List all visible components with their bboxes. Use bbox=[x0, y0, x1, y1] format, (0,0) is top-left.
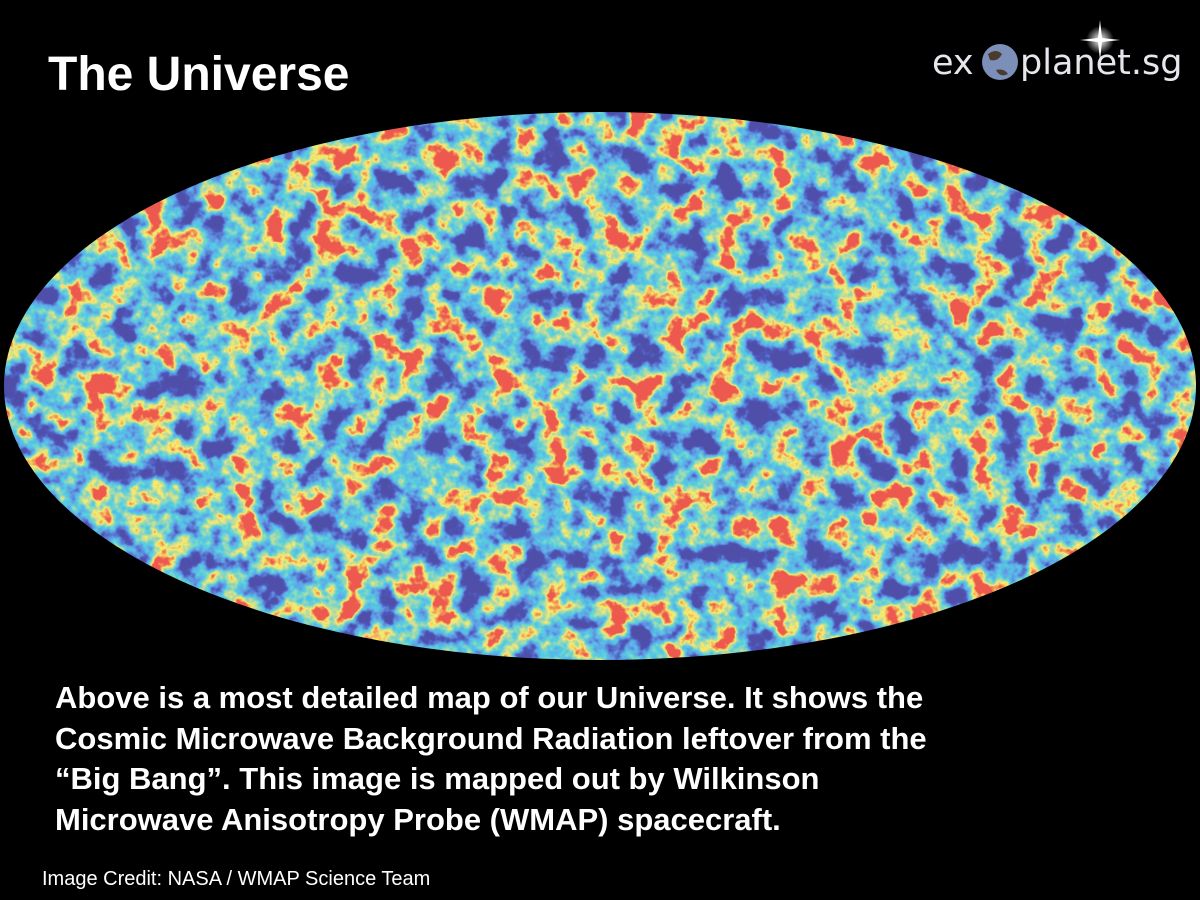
logo-prefix: ex bbox=[932, 43, 974, 83]
description-line: Cosmic Microwave Background Radiation le… bbox=[55, 721, 927, 756]
cmb-map bbox=[4, 112, 1196, 660]
logo: ex planet.sg bbox=[932, 20, 1182, 83]
image-credit: Image Credit: NASA / WMAP Science Team bbox=[42, 868, 430, 890]
description-line: “Big Bang”. This image is mapped out by … bbox=[55, 761, 819, 796]
logo-planet bbox=[982, 44, 1018, 80]
description-line: Above is a most detailed map of our Univ… bbox=[55, 680, 923, 715]
cmb-texture bbox=[4, 112, 1196, 660]
description: Above is a most detailed map of our Univ… bbox=[55, 680, 927, 837]
description-line: Microwave Anisotropy Probe (WMAP) spacec… bbox=[55, 802, 781, 837]
logo-star-rays bbox=[1080, 20, 1120, 60]
logo-planet-land bbox=[988, 51, 1008, 76]
slide-title: The Universe bbox=[48, 48, 349, 101]
